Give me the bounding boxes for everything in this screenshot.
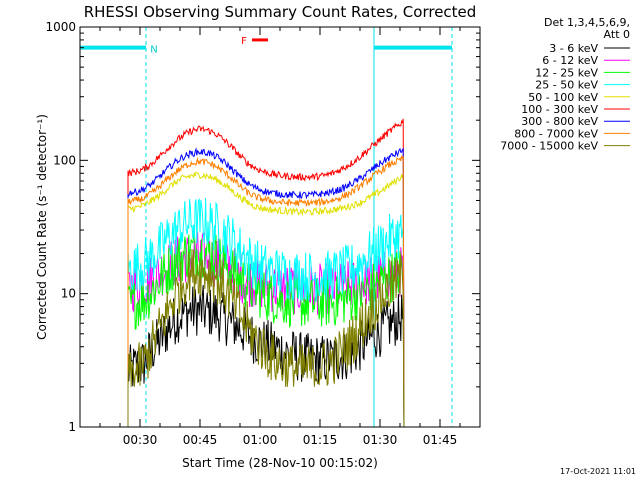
legend-entry-label: 50 - 100 keV	[528, 91, 598, 104]
series-line-100-300-kev	[127, 118, 405, 428]
legend-entry-label: 800 - 7000 keV	[514, 127, 598, 140]
legend-header-line-2: Att 0	[604, 28, 630, 41]
night-label: N	[150, 45, 157, 56]
x-tick-label: 01:15	[303, 433, 338, 447]
y-tick-label: 100	[53, 153, 76, 167]
x-tick-label: 00:45	[183, 433, 218, 447]
series-line-25-50-kev	[127, 198, 405, 428]
legend-entry-label: 3 - 6 keV	[549, 42, 598, 55]
legend-entry-label: 25 - 50 keV	[535, 79, 598, 92]
x-axis-label: Start Time (28-Nov-10 00:15:02)	[182, 456, 378, 470]
flare-marker-label: F	[241, 36, 247, 47]
legend-entry-label: 7000 - 15000 keV	[500, 140, 598, 153]
legend-entry-label: 12 - 25 keV	[535, 66, 598, 79]
y-tick-label: 1000	[45, 20, 76, 34]
chart-title: RHESSI Observing Summary Count Rates, Co…	[84, 3, 477, 21]
legend-header-line-1: Det 1,3,4,5,6,9,	[544, 16, 630, 29]
series-line-800-7000-kev	[127, 155, 405, 428]
y-tick-label: 1	[68, 420, 76, 434]
legend-entry-label: 6 - 12 keV	[542, 54, 598, 67]
legend-entry-label: 100 - 300 keV	[521, 103, 598, 116]
x-tick-label: 00:30	[123, 433, 158, 447]
legend-entry-label: 300 - 800 keV	[521, 115, 598, 128]
series-line-12-25-kev	[127, 230, 405, 428]
y-tick-label: 10	[61, 287, 76, 301]
chart-marks: N F 1 10 100 1000 00:30 00:45 01:00 01:15 01:30 01:…	[45, 20, 630, 447]
x-tick-label: 01:30	[363, 433, 398, 447]
series-line-7000-15000-kev	[127, 249, 405, 428]
plot-timestamp: 17-Oct-2021 11:01	[560, 467, 636, 476]
y-axis-label: Corrected Count Rate (s⁻¹ detector⁻¹)	[35, 114, 49, 340]
series-line-300-800-kev	[127, 147, 405, 428]
x-tick-label: 01:45	[423, 433, 458, 447]
series-line-50-100-kev	[127, 171, 405, 428]
x-tick-label: 01:00	[243, 433, 278, 447]
